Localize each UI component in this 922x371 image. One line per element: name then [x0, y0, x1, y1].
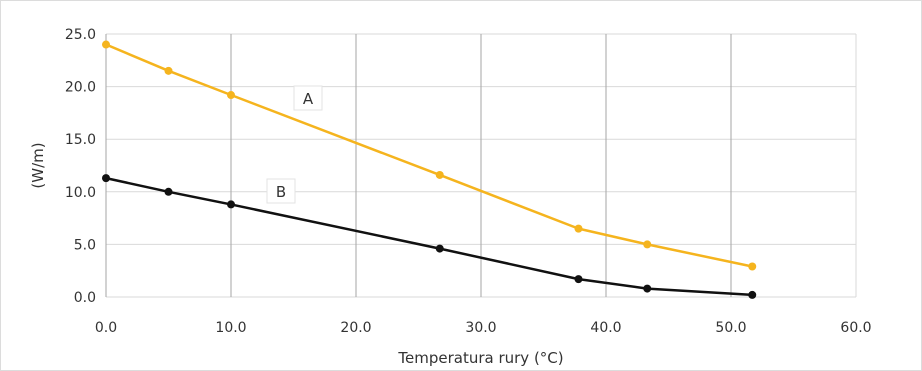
data-point	[748, 290, 757, 299]
data-point	[227, 91, 235, 100]
x-tick-label: 30.0	[465, 320, 496, 336]
x-tick-label: 0.0	[95, 320, 117, 336]
series-label-box	[293, 85, 323, 111]
y-tick-label: 25.0	[65, 27, 96, 43]
series-line	[105, 176, 753, 297]
y-axis-label: (W/m)	[29, 142, 47, 188]
y-tick-label: 15.0	[65, 132, 96, 148]
y-tick-label: 10.0	[65, 185, 96, 201]
data-point	[102, 40, 110, 49]
data-point	[748, 262, 757, 271]
x-tick-label: 40.0	[590, 320, 621, 336]
data-point	[227, 200, 235, 209]
y-tick-label: 0.0	[74, 290, 96, 306]
grid	[105, 33, 857, 298]
series: AB	[102, 40, 757, 299]
data-point	[435, 170, 444, 179]
data-point	[643, 240, 652, 249]
series-label-box	[266, 178, 296, 204]
series-label: B	[276, 183, 286, 201]
axes: 0.0 5.0 10.0 15.0 20.0 25.0 0.0 10.0 20.0 30.0 40.…	[65, 27, 872, 336]
data-point	[102, 174, 110, 183]
data-point	[643, 284, 652, 293]
x-axis-label: Temperatura rury (°C)	[397, 349, 563, 367]
x-tick-label: 60.0	[840, 320, 871, 336]
data-point	[164, 187, 173, 196]
data-point	[574, 275, 583, 284]
x-tick-label: 20.0	[340, 320, 371, 336]
series-B: B	[102, 174, 757, 299]
x-tick-label: 50.0	[715, 320, 746, 336]
data-point	[435, 244, 444, 253]
series-A: A	[102, 40, 757, 271]
series-label: A	[303, 90, 314, 108]
y-tick-label: 5.0	[74, 237, 96, 253]
y-tick-label: 20.0	[65, 80, 96, 96]
data-point	[574, 224, 583, 233]
series-line	[105, 43, 753, 268]
data-point	[164, 66, 173, 75]
x-tick-label: 10.0	[215, 320, 246, 336]
